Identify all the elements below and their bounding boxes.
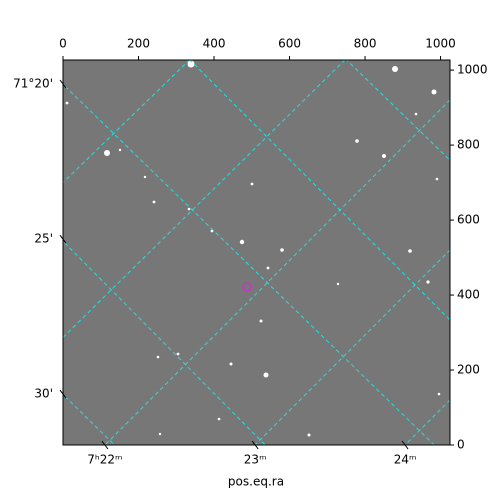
dec-tick-label: 71°20' [13,76,53,90]
dec-tick [59,389,67,399]
ra-tick [401,440,409,450]
y-tick-label: 0 [457,438,465,452]
frame [62,59,451,446]
y-tick-label: 1000 [457,63,488,77]
target-marker [242,282,252,292]
stars [65,60,441,437]
dec-tick-label: 25' [34,232,53,246]
ra-tick-label: 7ʰ22ᵐ [87,453,122,467]
y-tick-label: 400 [457,288,480,302]
x-tick-label: 200 [127,37,150,51]
y-tick-label: 200 [457,363,480,377]
ra-tick [251,440,259,450]
ra-tick-label: 23ᵐ [244,453,267,467]
x-tick-label: 400 [203,37,226,51]
coordinate-grid [63,60,450,445]
y-tick-label: 600 [457,213,480,227]
y-tick-label: 800 [457,138,480,152]
sky-image [63,60,450,445]
x-tick-label: 800 [354,37,377,51]
x-tick-label: 0 [59,37,67,51]
x-tick-label: 1000 [425,37,456,51]
ra-tick-label: 24ᵐ [394,453,417,467]
dec-tick [59,79,67,89]
dec-tick-label: 30' [34,387,53,401]
x-tick-label: 600 [278,37,301,51]
dec-tick [59,234,67,244]
ra-tick [101,440,109,450]
x-axis-label: pos.eq.ra [228,475,284,489]
